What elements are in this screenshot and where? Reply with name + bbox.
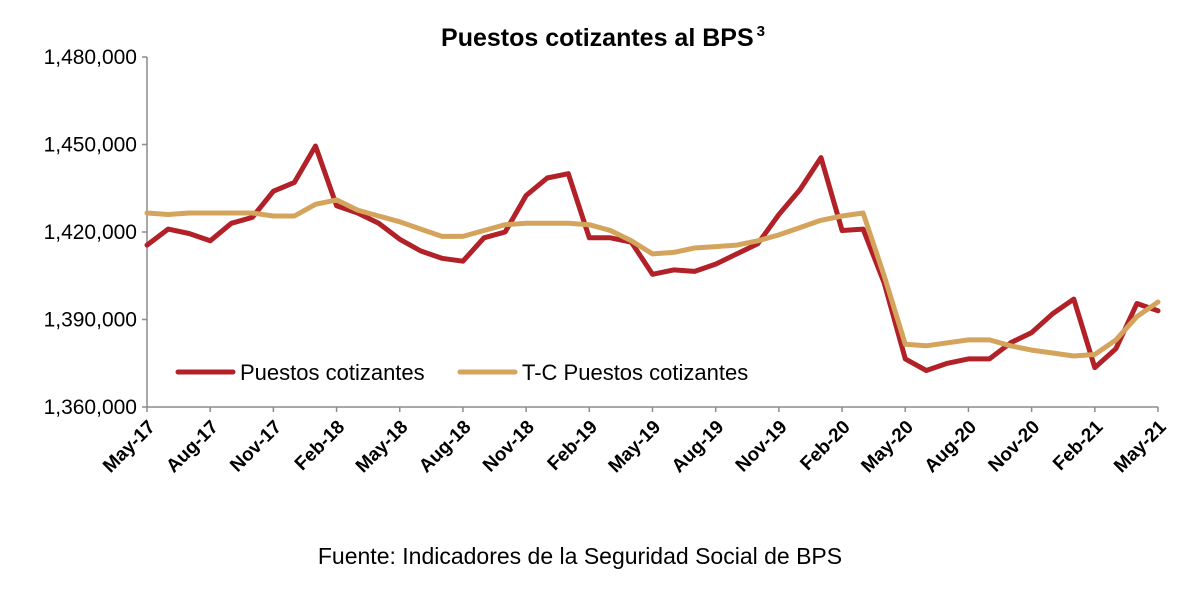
chart-title-text: Puestos cotizantes al BPS — [441, 24, 754, 52]
x-tick-label: Nov-19 — [732, 417, 792, 477]
x-tick-label: Aug-19 — [668, 417, 728, 477]
x-tick-label: Aug-18 — [415, 417, 475, 477]
legend-label: Puestos cotizantes — [240, 360, 425, 385]
legend-label: T-C Puestos cotizantes — [522, 360, 748, 385]
x-tick-label: Nov-18 — [479, 417, 539, 477]
x-axis-ticks: May-17 Aug-17 Nov-17 Feb-18 May-18 Aug-18 Nov-… — [99, 407, 1171, 477]
series-line-tc-puestos-cotizantes — [144, 197, 1161, 359]
x-tick-label: Feb-21 — [1049, 416, 1107, 474]
legend-item: T-C Puestos cotizantes — [457, 360, 748, 385]
series-layer — [144, 143, 1161, 373]
x-tick-label: May-17 — [99, 417, 159, 477]
source-note: Fuente: Indicadores de la Seguridad Soci… — [318, 543, 842, 569]
legend-item: Puestos cotizantes — [175, 360, 425, 385]
x-tick-label: May-19 — [605, 417, 665, 477]
y-axis-ticks: 1,360,000 1,390,000 1,420,000 1,450,000 1,48… — [44, 46, 147, 419]
series-line-puestos-cotizantes — [144, 143, 1161, 373]
x-tick-label: Nov-20 — [985, 417, 1045, 477]
y-tick-label: 1,480,000 — [44, 46, 137, 69]
x-tick-label: May-18 — [352, 417, 412, 477]
x-tick-label: May-20 — [857, 417, 917, 477]
y-tick-label: 1,360,000 — [44, 396, 137, 419]
x-tick-label: Feb-20 — [796, 417, 854, 475]
chart-title: Puestos cotizantes al BPS 3 — [441, 23, 765, 52]
x-tick-label: Aug-17 — [162, 417, 222, 477]
y-tick-label: 1,390,000 — [44, 309, 137, 332]
x-tick-label: May-21 — [1110, 416, 1171, 477]
chart-title-superscript: 3 — [757, 23, 765, 40]
y-tick-label: 1,450,000 — [44, 134, 137, 157]
x-tick-label: Feb-18 — [291, 417, 349, 475]
y-tick-label: 1,420,000 — [44, 221, 137, 244]
axes — [146, 57, 1158, 408]
x-tick-label: Aug-20 — [921, 417, 981, 477]
x-tick-label: Feb-19 — [544, 417, 602, 475]
legend: Puestos cotizantes T-C Puestos cotizantes — [175, 360, 748, 385]
x-tick-label: Nov-17 — [226, 417, 286, 477]
